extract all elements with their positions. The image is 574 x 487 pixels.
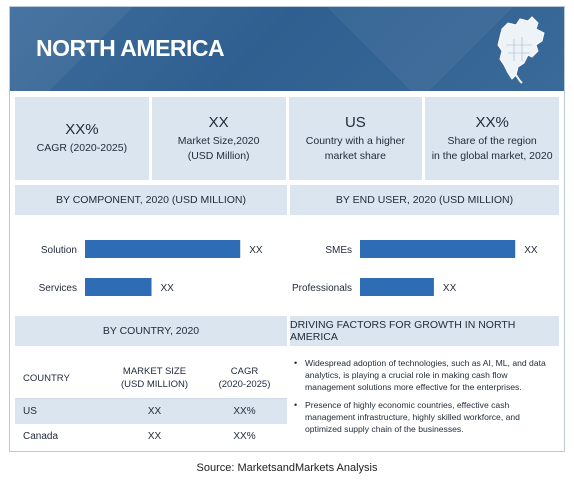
- driver-item: • Widespread adoption of technologies, s…: [294, 357, 558, 394]
- bullet-icon: •: [294, 399, 298, 410]
- component-bar-chart-svg: Solution XX Services XX: [39, 240, 263, 296]
- kpi-value: XX%: [65, 121, 99, 139]
- cell-market-size: XX: [147, 431, 162, 442]
- end-user-bar-chart-svg: SMEs XX Professionals XX: [292, 240, 538, 296]
- bar-value-label: XX: [524, 245, 538, 256]
- kpi-label: Share of the region in the global market…: [431, 134, 553, 162]
- bar: [360, 278, 434, 296]
- kpi-market-size: XX Market Size,2020 (USD Million): [151, 97, 286, 180]
- bullet-icon: •: [294, 358, 298, 368]
- cell-country: US: [23, 406, 37, 417]
- country-table: COUNTRY MARKET SIZE (USD MILLION) CAGR (…: [15, 359, 287, 449]
- region-header: NORTH AMERICA: [10, 7, 564, 91]
- category-label: Professionals: [292, 283, 352, 294]
- region-title: NORTH AMERICA: [36, 35, 225, 61]
- driver-text: Widespread adoption of technologies, suc…: [305, 358, 546, 393]
- section-by-component: BY COMPONENT, 2020 (USD MILLION): [15, 185, 287, 215]
- kpi-label: Market Size,2020 (USD Million): [177, 134, 260, 162]
- source-note: Source: MarketsandMarkets Analysis: [196, 462, 378, 474]
- bar-value-label: XX: [443, 283, 457, 294]
- kpi-top-country: US Country with a higher market share: [288, 97, 423, 180]
- category-label: SMEs: [325, 245, 352, 256]
- bar-value-label: XX: [249, 245, 263, 256]
- driver-text: Presence of highly economic countries, e…: [305, 399, 520, 435]
- kpi-row: XX% CAGR (2020-2025) XX Market Size,2020…: [15, 97, 559, 180]
- drivers-list: • Widespread adoption of technologies, s…: [294, 357, 558, 440]
- table-header: COUNTRY MARKET SIZE (USD MILLION) CAGR (…: [15, 359, 287, 399]
- kpi-value: XX: [208, 113, 229, 131]
- bar: [360, 240, 516, 258]
- kpi-region-share: XX% Share of the region in the global ma…: [425, 97, 559, 180]
- col-cagr-header: CAGR (2020-2025): [218, 366, 271, 390]
- bar: [85, 278, 152, 296]
- cell-market-size: XX: [147, 406, 162, 417]
- north-america-map-icon: [497, 16, 545, 84]
- infographic-frame: NORTH AMERICA XX% CAGR (2020-2025) XX Ma…: [9, 6, 565, 452]
- category-label: Services: [39, 283, 77, 294]
- section-by-country: BY COUNTRY, 2020: [15, 316, 287, 346]
- table-row: US XX XX%: [15, 399, 287, 424]
- bar-value-label: XX: [161, 283, 175, 294]
- kpi-label: Country with a higher market share: [305, 134, 405, 162]
- col-market-size-header: MARKET SIZE (USD MILLION): [120, 366, 189, 390]
- kpi-value: XX%: [475, 113, 509, 131]
- component-bar-chart: Solution XX Services XX: [15, 223, 287, 311]
- table-row: Canada XX XX%: [15, 424, 287, 449]
- cell-cagr: XX%: [233, 431, 256, 442]
- end-user-bar-chart: SMEs XX Professionals XX: [290, 223, 559, 311]
- kpi-label: CAGR (2020-2025): [36, 142, 128, 155]
- kpi-value: US: [344, 113, 366, 131]
- kpi-cagr: XX% CAGR (2020-2025): [15, 97, 149, 180]
- col-country-header: COUNTRY: [23, 373, 70, 384]
- driver-item: • Presence of highly economic countries,…: [294, 399, 558, 436]
- bar: [85, 240, 241, 258]
- section-drivers: DRIVING FACTORS FOR GROWTH IN NORTH AMER…: [290, 316, 559, 346]
- category-label: Solution: [41, 245, 77, 256]
- section-by-end-user: BY END USER, 2020 (USD MILLION): [290, 185, 559, 215]
- cell-country: Canada: [23, 431, 59, 442]
- cell-cagr: XX%: [233, 406, 256, 417]
